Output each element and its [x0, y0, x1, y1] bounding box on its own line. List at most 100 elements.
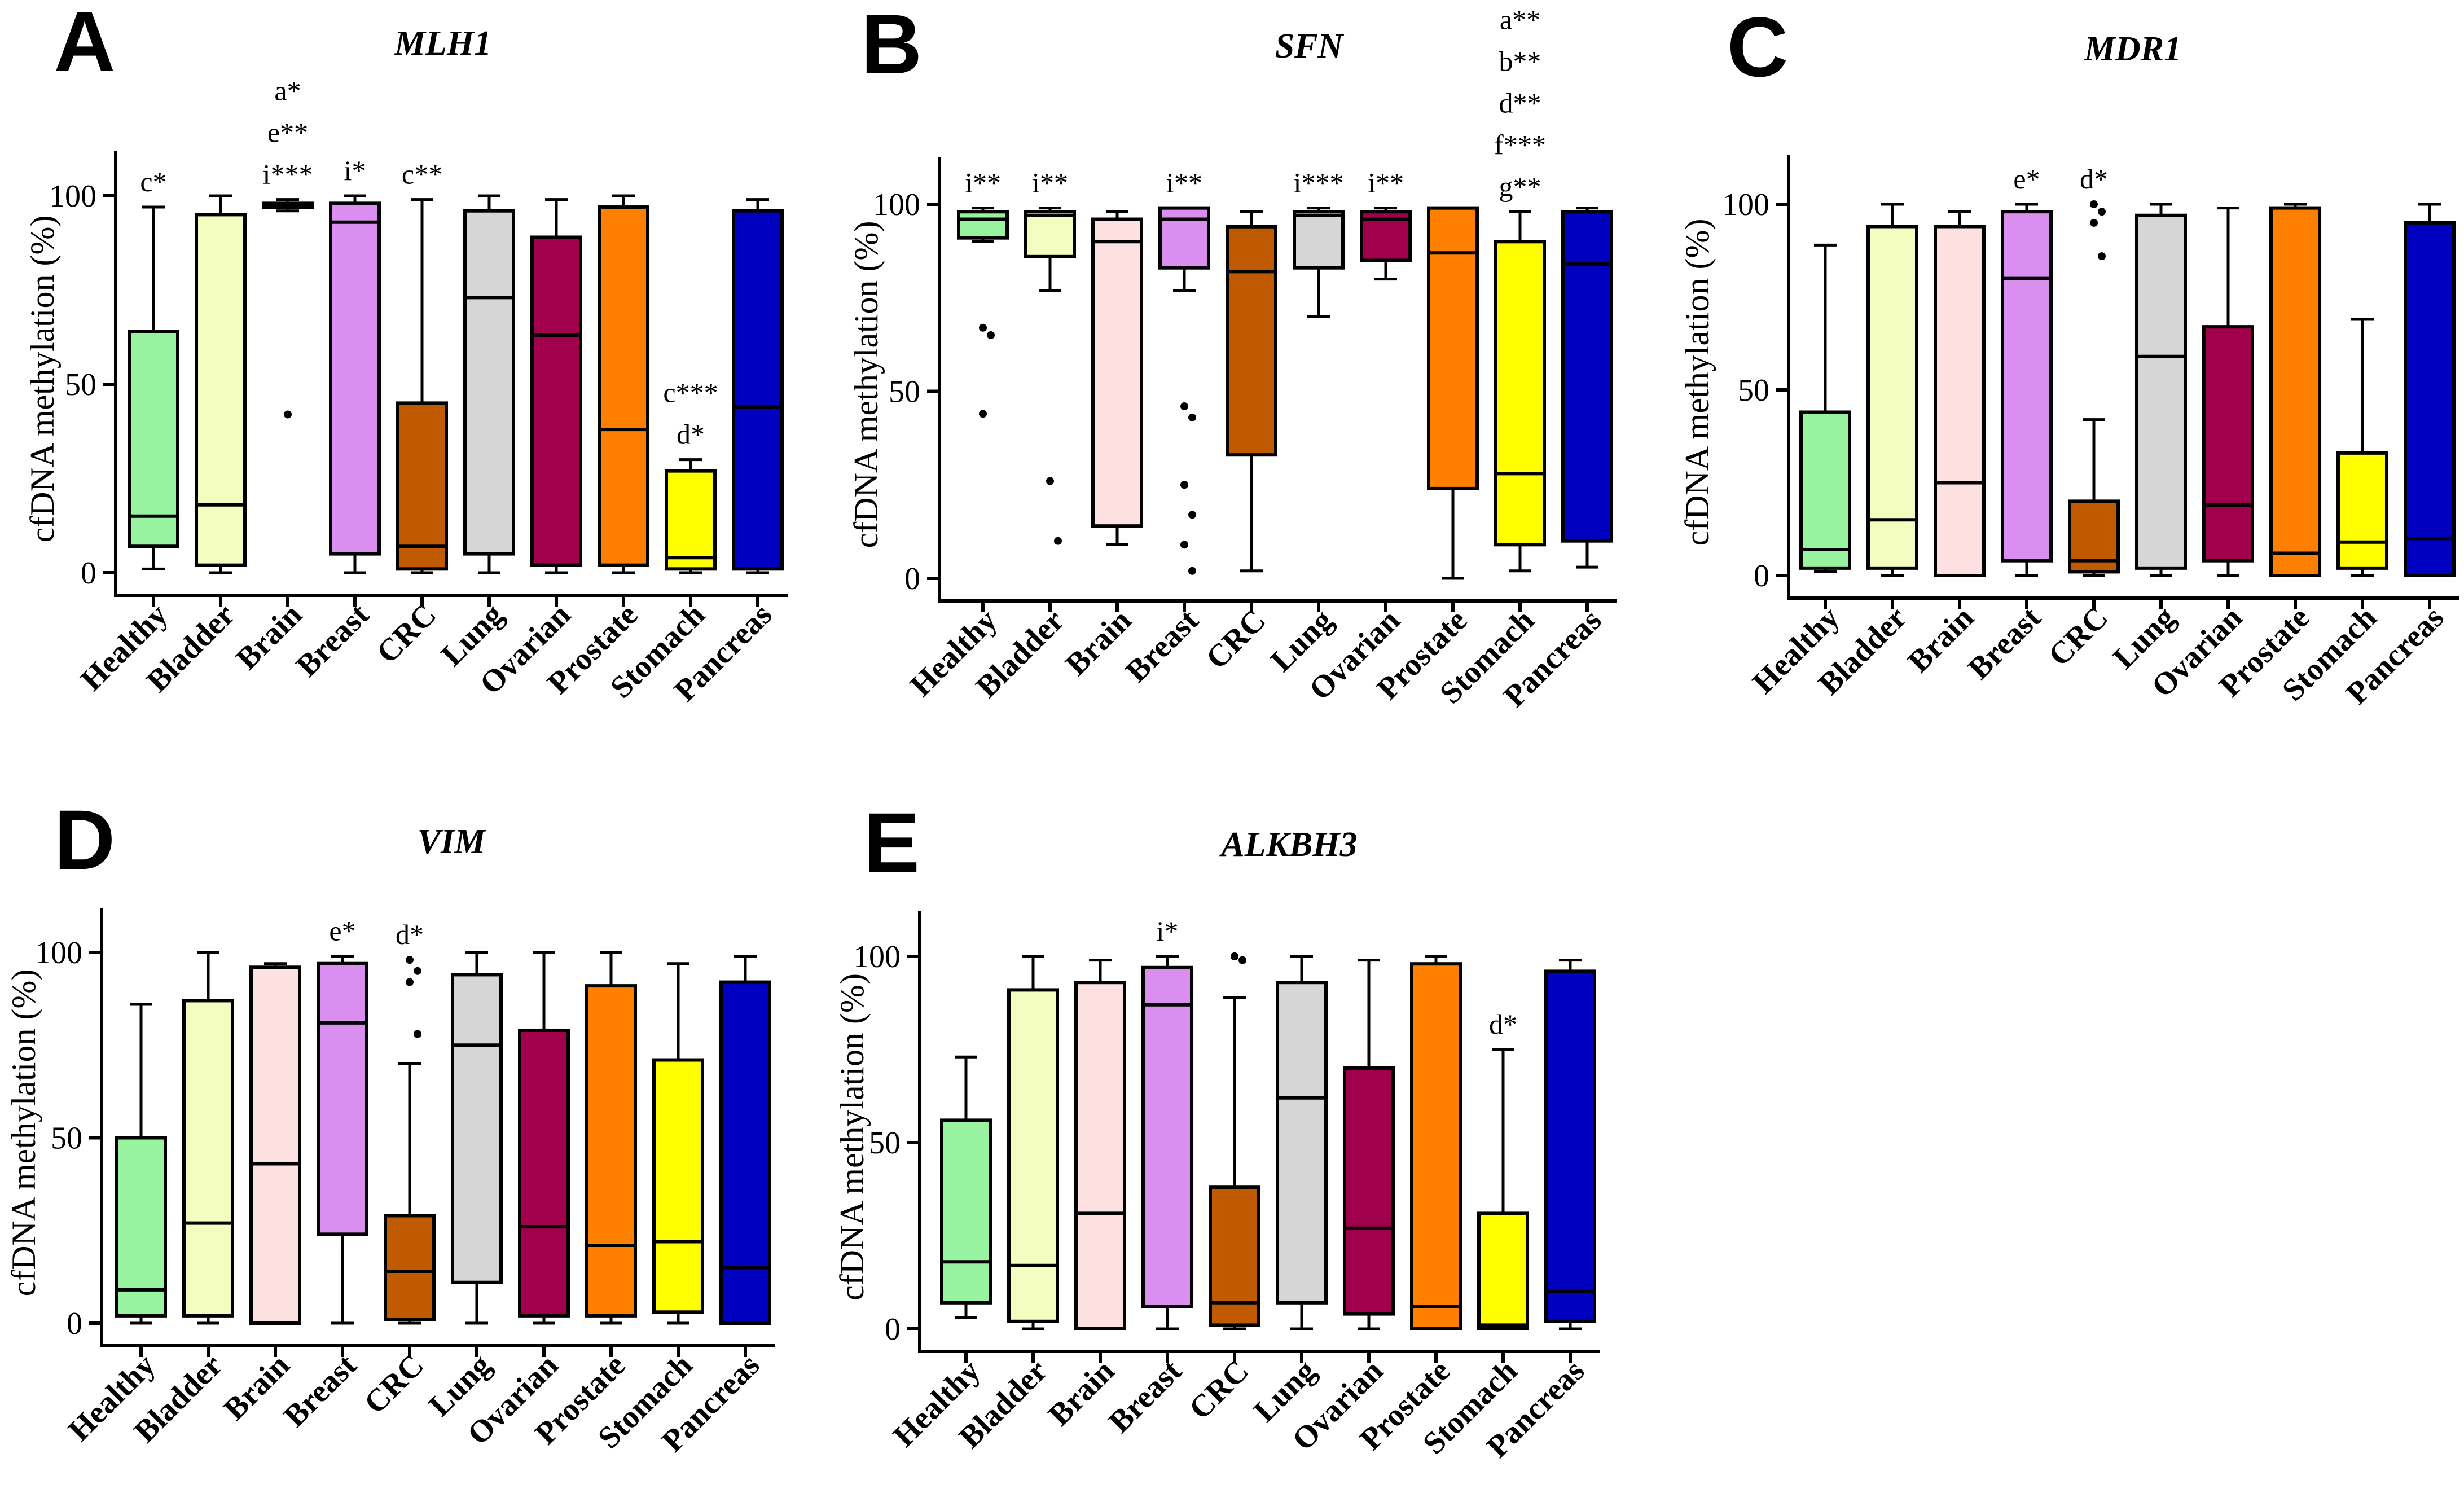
significance-label: b**	[1499, 45, 1541, 77]
significance-label: i**	[965, 167, 1001, 199]
significance-label: a*	[274, 75, 301, 107]
iqr-box	[463, 209, 515, 556]
outlier-point	[979, 410, 987, 418]
iqr-box	[732, 209, 784, 571]
iqr-box	[1343, 1066, 1395, 1316]
iqr-box	[1024, 210, 1076, 258]
outlier-point	[1188, 567, 1196, 575]
outlier-point	[414, 967, 421, 975]
y-axis-label: cfDNA methylation (%)	[24, 216, 61, 543]
significance-label: d*	[2080, 163, 2108, 195]
iqr-box	[1799, 410, 1851, 570]
x-category-label: Breast	[1961, 600, 2048, 686]
panel-letter: C	[1727, 0, 1788, 94]
y-tick-label: 0	[885, 1312, 901, 1347]
box-pancreas: Pancreas	[2339, 203, 2456, 711]
outlier-point	[1054, 537, 1062, 545]
outlier-point	[1188, 413, 1196, 421]
outlier-point	[406, 978, 414, 986]
box-healthy: Healthy	[1746, 243, 1851, 700]
x-category-label: Breast	[289, 597, 376, 683]
iqr-box	[1494, 240, 1546, 547]
y-tick-label: 0	[904, 561, 920, 596]
gene-title: SFN	[1275, 27, 1345, 65]
significance-label: c*	[140, 166, 166, 197]
panel-letter: E	[863, 795, 920, 890]
iqr-box	[182, 999, 234, 1318]
iqr-box	[2001, 210, 2053, 563]
y-tick-label: 100	[853, 939, 901, 974]
significance-label: d*	[677, 419, 705, 450]
iqr-box	[518, 1028, 570, 1318]
iqr-box	[329, 201, 381, 556]
outlier-point	[414, 1030, 421, 1038]
y-tick-label: 0	[67, 1306, 82, 1341]
significance-label: d*	[396, 919, 424, 950]
iqr-box	[2336, 451, 2388, 570]
significance-label: e*	[2013, 163, 2040, 195]
box-crc: CRC	[1200, 210, 1277, 676]
significance-label: c***	[663, 377, 718, 409]
x-category-label: CRC	[2042, 600, 2115, 673]
iqr-box	[1007, 988, 1059, 1323]
iqr-box	[384, 1214, 436, 1321]
significance-label: a**	[1500, 3, 1540, 35]
significance-label: c**	[402, 159, 442, 190]
outlier-point	[1180, 541, 1188, 549]
iqr-box	[2202, 325, 2254, 563]
iqr-box	[585, 984, 637, 1318]
outlier-point	[979, 323, 987, 332]
outlier-point	[1238, 956, 1246, 964]
significance-label: i*	[1157, 915, 1179, 947]
y-axis-label: cfDNA methylation (%)	[847, 221, 885, 548]
iqr-box	[1226, 225, 1277, 457]
panel-letter: B	[861, 0, 922, 91]
iqr-box	[128, 330, 179, 548]
panel-e: E ALKBH3 cfDNA methylation (%) 0 50 100 Health…	[833, 795, 1600, 1464]
y-tick-label: 100	[1722, 187, 1769, 222]
iqr-box	[115, 1136, 167, 1318]
panel-letter: D	[54, 792, 115, 887]
box-crc: CRC	[358, 956, 436, 1421]
outlier-point	[2090, 218, 2098, 227]
significance-label: d**	[1499, 87, 1541, 118]
iqr-box	[1866, 225, 1918, 570]
significance-label: i**	[1368, 167, 1404, 199]
outlier-point	[284, 410, 292, 419]
box-pancreas: Pancreas	[1497, 207, 1613, 714]
y-tick-label: 50	[869, 1126, 901, 1161]
iqr-box	[451, 973, 503, 1284]
box-crc: CRC	[1183, 952, 1260, 1426]
iqr-box	[1276, 981, 1328, 1305]
box-crc: CRC	[370, 198, 448, 670]
iqr-box	[598, 205, 649, 567]
box-healthy: Healthy	[62, 1003, 167, 1448]
iqr-box	[1158, 206, 1210, 270]
box-healthy: Healthy	[886, 1055, 992, 1454]
x-category-label: CRC	[370, 597, 443, 670]
outlier-point	[1180, 481, 1188, 489]
y-tick-label: 50	[889, 375, 920, 410]
outlier-point	[987, 331, 995, 340]
iqr-box	[1091, 217, 1143, 528]
significance-label: i**	[1166, 167, 1202, 199]
iqr-box	[249, 965, 301, 1325]
y-tick-label: 0	[81, 556, 96, 591]
iqr-box	[2404, 221, 2456, 577]
box-lung: Lung	[2106, 203, 2187, 675]
x-category-label: Breast	[1102, 1353, 1188, 1439]
iqr-box	[2269, 206, 2321, 577]
x-category-label: CRC	[1200, 603, 1273, 676]
y-tick-label: 100	[35, 936, 82, 971]
y-tick-label: 100	[49, 179, 96, 214]
iqr-box	[1141, 965, 1193, 1308]
box-breast: Breast	[289, 194, 381, 683]
gene-title: VIM	[418, 823, 486, 861]
iqr-box	[957, 210, 1009, 240]
outlier-point	[1231, 952, 1238, 960]
iqr-box	[396, 401, 448, 571]
